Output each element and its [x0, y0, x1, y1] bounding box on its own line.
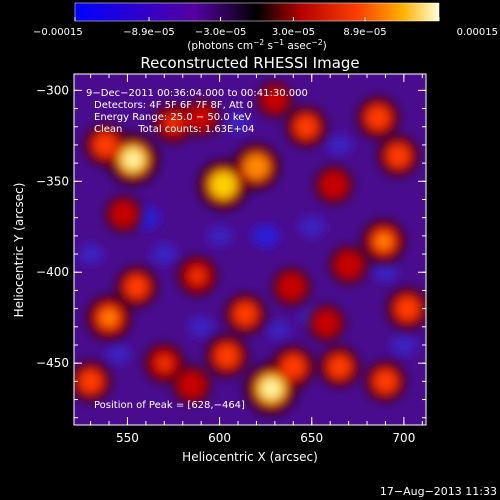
source-core: [263, 380, 280, 397]
source-core: [249, 159, 264, 174]
colorbar-tick-label: −0.00015: [33, 27, 83, 38]
source-core: [239, 307, 252, 321]
source-core: [186, 379, 198, 391]
x-axis-label: Heliocentric X (arcsec): [182, 450, 318, 464]
annotation-time-range: 9−Dec−2011 00:36:04.000 to 00:41:30.000: [86, 88, 308, 99]
negative-lobe: [298, 216, 326, 238]
annotation-peak: Position of Peak = [628,−464]: [94, 400, 245, 411]
source-core: [377, 234, 391, 248]
annotation-clean: Clean Total counts: 1.63E+04: [94, 124, 254, 135]
x-tick-label: 650: [300, 431, 323, 445]
colorbar-tick-label: −8.9e−05: [123, 27, 175, 38]
negative-lobe: [326, 134, 353, 156]
negative-lobes: [77, 112, 418, 364]
source-core: [300, 120, 313, 133]
annotation-energy: Energy Range: 25.0 − 50.0 keV: [94, 112, 251, 123]
negative-lobe: [77, 243, 104, 265]
source-core: [125, 151, 141, 168]
annotations: 9−Dec−2011 00:36:04.000 to 00:41:30.000 …: [86, 88, 308, 411]
source-core: [158, 357, 171, 370]
source-core: [286, 360, 300, 374]
negative-lobe: [206, 225, 233, 246]
timestamp-footer: 17−Aug−2013 11:33: [379, 485, 497, 498]
y-axis-label: Heliocentric Y (arcsec): [12, 183, 26, 318]
colorbar-gradient: [74, 2, 440, 22]
negative-lobe: [150, 243, 178, 265]
x-tick-label: 600: [208, 431, 231, 445]
negative-lobe: [390, 334, 418, 356]
source-core: [102, 310, 116, 325]
source-core: [333, 360, 346, 374]
source-core: [98, 138, 112, 152]
negative-lobe: [251, 224, 280, 248]
y-tick-label: −350: [36, 174, 69, 188]
heatmap-image: [74, 74, 426, 425]
source-core: [342, 259, 355, 271]
negative-lobe: [188, 316, 215, 338]
colorbar-units: (photons cm−2 s−1 asec−2): [187, 38, 326, 52]
source-core: [320, 317, 333, 329]
source-core: [167, 117, 180, 130]
source-core: [118, 208, 130, 220]
source-core: [269, 94, 281, 105]
negative-lobe: [372, 262, 399, 283]
colorbar-tick-label: −3.0e−05: [195, 27, 247, 38]
y-axis: −300 −350 −400 −450: [36, 83, 426, 419]
x-axis: 550 600 650 700: [90, 74, 423, 445]
negative-lobe: [105, 344, 131, 364]
source-core: [285, 280, 298, 293]
annotation-detectors: Detectors: 4F 5F 6F 7F 8F, Att 0: [94, 100, 253, 111]
negative-lobe: [266, 320, 291, 341]
colorbar: −0.00015 −8.9e−05 −3.0e−05 3.0e−05 8.9e−05 0.…: [33, 2, 498, 52]
y-tick-label: −450: [36, 356, 69, 370]
source-core: [191, 269, 204, 282]
colorbar-tick-label: 8.9e−05: [343, 27, 386, 38]
source-core: [215, 177, 231, 193]
colorbar-tick-label: 0.00015: [457, 27, 498, 38]
source-core: [371, 111, 385, 125]
source-core: [84, 375, 97, 388]
source-core: [401, 302, 414, 316]
emission-sources: [74, 81, 426, 416]
source-core: [195, 112, 207, 124]
source-core: [130, 280, 143, 293]
x-tick-label: 700: [392, 431, 415, 445]
source-core: [379, 375, 392, 388]
x-tick-label: 550: [116, 431, 139, 445]
y-tick-label: −400: [36, 265, 69, 279]
plot-frame: [73, 73, 427, 426]
source-core: [220, 349, 234, 363]
negative-lobe: [225, 112, 252, 134]
source-core: [328, 179, 340, 191]
colorbar-tick-label: 3.0e−05: [272, 27, 315, 38]
chart-title: Reconstructed RHESSI Image: [140, 54, 359, 72]
colorbar-ticks: −0.00015 −8.9e−05 −3.0e−05 3.0e−05 8.9e−05 0.…: [33, 17, 498, 38]
y-tick-label: −300: [36, 83, 69, 97]
source-core: [392, 149, 405, 163]
